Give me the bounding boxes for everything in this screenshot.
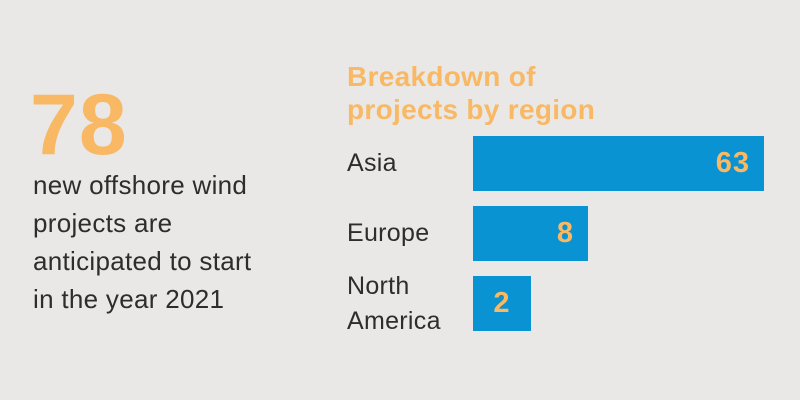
bar-europe: 8 <box>473 206 588 261</box>
bar-row-north-america: North America 2 <box>347 272 800 335</box>
bar-value-north-america: 2 <box>493 287 511 319</box>
bar-label-asia: Asia <box>347 149 397 177</box>
headline-panel: 78 new offshore wind projects are antici… <box>0 0 340 400</box>
bar-value-europe: 8 <box>556 217 574 249</box>
headline-number: 78 <box>30 77 128 173</box>
bar-row-europe: Europe 8 <box>347 206 800 261</box>
bar-row-asia: Asia 63 <box>347 136 800 191</box>
chart-panel: Breakdown of projects by region Asia 63 … <box>347 0 800 400</box>
bar-label-north-america: North America <box>347 271 441 335</box>
headline-description: new offshore wind projects are anticipat… <box>33 170 252 314</box>
bar-asia: 63 <box>473 136 764 191</box>
bar-chart: Asia 63 Europe 8 North America 2 <box>347 136 800 346</box>
bar-label-europe: Europe <box>347 219 430 247</box>
bar-value-asia: 63 <box>715 147 750 179</box>
bar-north-america: 2 <box>473 276 531 331</box>
chart-title: Breakdown of projects by region <box>347 61 596 125</box>
